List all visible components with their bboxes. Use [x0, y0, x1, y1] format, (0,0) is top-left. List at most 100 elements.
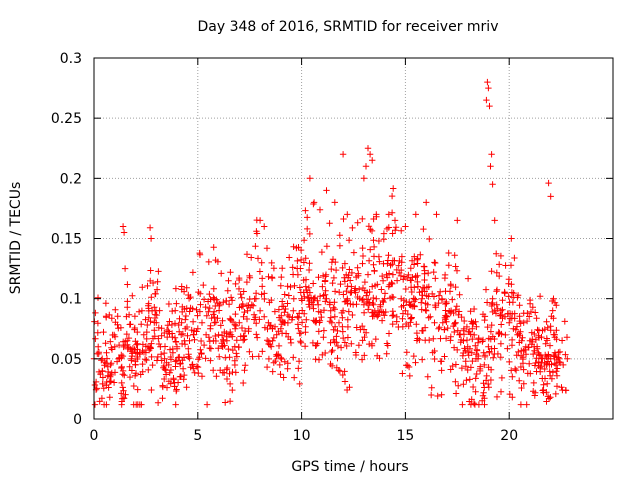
data-point	[155, 340, 163, 348]
data-point	[443, 298, 450, 306]
data-point	[252, 243, 259, 250]
data-point	[341, 298, 349, 305]
data-point	[149, 335, 157, 342]
data-point	[278, 321, 285, 328]
data-point	[303, 316, 310, 323]
data-point	[511, 310, 518, 317]
data-point	[361, 352, 368, 359]
data-point	[540, 386, 547, 394]
data-point	[154, 278, 161, 285]
data-point	[142, 343, 150, 350]
data-point	[356, 286, 363, 293]
data-point	[320, 327, 328, 334]
data-point	[185, 345, 192, 352]
data-point	[479, 338, 486, 345]
data-point	[106, 311, 113, 319]
data-point	[558, 384, 565, 391]
data-point	[238, 294, 245, 301]
y-tick-label: 0.2	[60, 171, 82, 187]
data-point	[543, 318, 550, 325]
data-point	[384, 342, 391, 349]
data-point	[241, 336, 248, 343]
data-point	[326, 220, 333, 227]
data-point	[470, 400, 478, 407]
data-point	[125, 334, 133, 342]
data-point	[522, 351, 530, 358]
data-point	[335, 319, 343, 326]
data-point	[492, 310, 500, 317]
data-point	[410, 352, 417, 360]
data-point	[266, 322, 274, 330]
data-point	[344, 316, 351, 323]
data-point	[487, 376, 495, 384]
data-point	[236, 319, 243, 326]
data-point	[163, 384, 171, 391]
data-point	[102, 360, 110, 367]
data-point	[354, 219, 361, 226]
data-point	[173, 357, 180, 364]
data-point	[421, 270, 428, 277]
data-point	[412, 211, 419, 218]
data-point	[125, 311, 133, 318]
data-point	[353, 324, 360, 331]
data-point	[315, 328, 322, 335]
data-point	[552, 390, 559, 398]
data-point	[467, 401, 475, 408]
data-point	[207, 296, 214, 303]
data-point	[518, 384, 525, 392]
data-point	[479, 336, 487, 344]
data-point	[225, 301, 233, 308]
data-point	[348, 340, 355, 347]
data-point	[370, 243, 378, 251]
data-point	[136, 350, 144, 358]
data-point	[497, 312, 504, 320]
data-point	[280, 374, 287, 381]
data-point	[189, 318, 197, 325]
data-point	[432, 304, 439, 311]
data-point	[438, 358, 445, 365]
data-point	[198, 349, 205, 357]
data-point	[152, 307, 160, 314]
data-point	[549, 307, 556, 314]
data-point	[110, 379, 118, 386]
data-point	[459, 401, 466, 408]
data-point	[506, 299, 513, 306]
data-point	[375, 237, 383, 245]
data-point	[206, 344, 213, 352]
data-point	[520, 366, 527, 373]
data-point	[227, 328, 234, 336]
data-point	[340, 334, 347, 342]
data-point	[488, 321, 495, 329]
data-point	[429, 349, 436, 356]
data-point	[226, 398, 234, 405]
data-point	[300, 276, 307, 284]
data-point	[193, 306, 200, 313]
data-point	[123, 330, 130, 338]
data-point	[461, 317, 468, 325]
y-axis-label: SRMTID / TECUs	[8, 182, 24, 295]
data-point	[392, 224, 400, 231]
data-point	[134, 386, 141, 393]
data-point	[376, 355, 383, 362]
data-point	[370, 294, 377, 302]
data-point	[111, 343, 118, 350]
data-point	[544, 393, 552, 400]
data-point	[379, 272, 386, 280]
data-point	[161, 349, 168, 357]
data-point	[470, 305, 478, 313]
data-point	[294, 257, 301, 265]
data-point	[323, 295, 330, 302]
data-point	[498, 321, 505, 328]
data-point	[465, 352, 472, 359]
data-point	[472, 388, 479, 395]
data-point	[235, 285, 243, 293]
data-point	[370, 261, 377, 268]
data-point	[343, 342, 350, 350]
data-point	[484, 78, 491, 86]
data-point	[227, 316, 234, 323]
data-point	[390, 294, 397, 301]
data-point	[473, 323, 480, 330]
data-point	[562, 387, 570, 394]
data-point	[414, 278, 421, 286]
data-point	[102, 300, 110, 307]
